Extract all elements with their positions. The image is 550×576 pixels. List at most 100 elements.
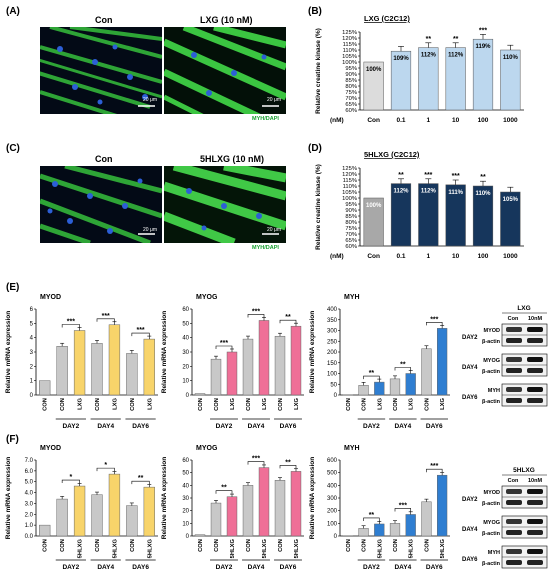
y-axis-label: Relative creatine kinase (%) [315, 164, 322, 250]
x-tick-label: CON [346, 539, 352, 552]
y-tick-label: 100% [342, 196, 357, 202]
bar [390, 183, 412, 247]
western-blot-e: LXG Con 10nM DAY2 MYOD β-actin DAY4 MYOG β-actin… [462, 305, 548, 407]
x-tick-label: 5HLXG [230, 539, 236, 559]
panel-label-c: (C) [6, 143, 20, 154]
y-tick-label: 300 [327, 329, 338, 335]
significance-bracket [96, 467, 115, 472]
bar [226, 496, 238, 537]
day-label: DAY6 [462, 557, 478, 563]
significance-bracket [247, 314, 265, 318]
y-tick-label: 90% [345, 208, 357, 214]
data-label: 110% [475, 191, 491, 197]
x-tick-label: 5HLXG [377, 539, 383, 559]
significance-bracket [426, 468, 443, 473]
data-label: 105% [503, 197, 519, 203]
significance-bracket [61, 324, 80, 328]
significance-mark: *** [252, 308, 260, 315]
y-tick-label: 50 [182, 471, 189, 477]
y-tick-label: 400 [327, 307, 338, 313]
bar [274, 335, 286, 396]
y-tick-label: 120% [342, 36, 357, 42]
band [506, 387, 522, 392]
band [527, 368, 543, 373]
bar [56, 346, 68, 396]
y-tick-label: 65% [345, 102, 357, 108]
x-tick-label: LXG [230, 398, 236, 410]
y-tick-label: 2 [30, 364, 34, 370]
significance-bracket [215, 345, 233, 349]
chart-e-myh: MYH Relative mRNA expression 0 50 100 150 200 2… [309, 294, 450, 430]
chart-e-myog: MYOG Relative mRNA expression 0 10 20 30 40 50 6… [161, 294, 304, 430]
y-tick-label: 50 [182, 321, 189, 327]
significance-bracket [61, 479, 80, 484]
bar [437, 328, 448, 396]
day-label: DAY2 [462, 335, 478, 341]
significance-mark: *** [220, 340, 228, 347]
bar [91, 343, 103, 396]
group-label: DAY2 [363, 564, 380, 571]
y-tick-label: 120% [342, 172, 357, 178]
y-tick-label: 0 [334, 393, 338, 399]
x-tick-label: Con [367, 253, 380, 260]
y-tick-label: 2.0 [25, 512, 34, 518]
significance-bracket [279, 319, 297, 324]
significance-mark: ** [426, 36, 432, 43]
band-label: MYOG [483, 358, 500, 364]
scale-label-c-right: 20 μm [267, 227, 281, 233]
stain-label-a: MYH/DAPI [252, 116, 279, 122]
significance-mark: ** [285, 314, 291, 321]
micro-a-left-title: Con [95, 15, 113, 25]
y-tick-label: 0.0 [25, 534, 34, 540]
band-label: MYH [488, 550, 500, 556]
x-tick-label: 5HLXG [440, 539, 446, 559]
band [527, 489, 543, 494]
group-label: DAY4 [97, 423, 114, 430]
chart-title: MYOD [40, 445, 61, 452]
band-label: MYH [488, 388, 500, 394]
y-tick-label: 200 [327, 509, 338, 515]
chart-title: MYOD [40, 294, 61, 301]
band [527, 398, 543, 403]
significance-mark: * [104, 462, 107, 469]
data-label: 111% [448, 190, 463, 196]
band-label: β-actin [482, 561, 501, 567]
band [506, 500, 522, 505]
band-label: MYOD [484, 328, 501, 334]
band [527, 500, 543, 505]
significance-bracket [215, 490, 233, 494]
x-tick-label: CON [214, 539, 220, 552]
band [506, 560, 522, 565]
micrograph-c-control [40, 166, 162, 243]
group-label: DAY2 [216, 564, 233, 571]
band [506, 338, 522, 343]
significance-bracket [131, 332, 150, 337]
group-label: DAY6 [132, 423, 149, 430]
significance-bracket [394, 508, 412, 512]
panel-label-d: (D) [308, 143, 322, 154]
x-tick-label: 0.1 [396, 117, 405, 124]
micro-c-left-title: Con [95, 154, 113, 164]
y-tick-label: 115% [343, 42, 357, 48]
bar [421, 501, 432, 537]
y-tick-label: 80% [345, 220, 357, 226]
x-tick-label: LXG [262, 398, 268, 410]
y-tick-label: 1 [30, 379, 34, 385]
y-tick-label: 100% [342, 60, 357, 66]
y-tick-label: 85% [345, 214, 357, 220]
panel-label-a: (A) [6, 6, 20, 17]
y-tick-label: 300 [327, 496, 338, 502]
y-tick-label: 30 [182, 350, 189, 356]
panel-label-b: (B) [308, 6, 322, 17]
x-tick-label: 1000 [503, 117, 518, 124]
x-tick-label: CON [246, 539, 252, 552]
y-tick-label: 250 [327, 339, 338, 345]
y-tick-label: 105% [342, 54, 357, 60]
data-label: 100% [366, 203, 382, 209]
micrograph-a-lxg [164, 27, 286, 114]
micro-a-right-title: LXG (10 nM) [200, 15, 253, 25]
significance-bracket [394, 367, 412, 371]
y-tick-label: 60 [182, 458, 189, 464]
blot-title: 5HLXG [513, 467, 535, 474]
bar [143, 338, 155, 396]
